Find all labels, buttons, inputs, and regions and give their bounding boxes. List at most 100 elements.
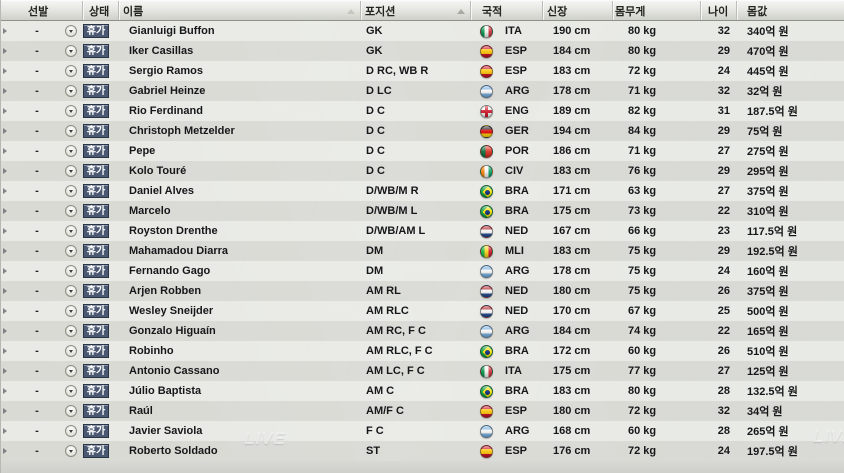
column-header-value[interactable]: 몸값 — [737, 1, 844, 20]
player-name-cell[interactable]: Robinho — [119, 341, 361, 361]
expand-row-button[interactable] — [1, 381, 15, 401]
expand-row-button[interactable] — [1, 201, 15, 221]
table-row[interactable]: - 휴가 Roberto Soldado ST ESP 176 cm 72 kg… — [1, 441, 844, 461]
row-actions-dropdown[interactable] — [59, 401, 83, 421]
player-name-cell[interactable]: Júlio Baptista — [119, 381, 361, 401]
player-name-cell[interactable]: Royston Drenthe — [119, 221, 361, 241]
selection-cell[interactable]: - — [15, 321, 59, 341]
column-header-position[interactable]: 포지션 — [361, 1, 471, 20]
expand-row-button[interactable] — [1, 241, 15, 261]
column-header-status[interactable]: 상태 — [83, 1, 119, 20]
row-actions-dropdown[interactable] — [59, 61, 83, 81]
row-actions-dropdown[interactable] — [59, 441, 83, 461]
player-name-cell[interactable]: Mahamadou Diarra — [119, 241, 361, 261]
selection-cell[interactable]: - — [15, 441, 59, 461]
table-row[interactable]: - 휴가 Gianluigi Buffon GK ITA 190 cm 80 k… — [1, 21, 844, 41]
row-actions-dropdown[interactable] — [59, 141, 83, 161]
row-actions-dropdown[interactable] — [59, 201, 83, 221]
table-row[interactable]: - 휴가 Mahamadou Diarra DM MLI 183 cm 75 k… — [1, 241, 844, 261]
selection-cell[interactable]: - — [15, 201, 59, 221]
table-row[interactable]: - 휴가 Daniel Alves D/WB/M R BRA 171 cm 63… — [1, 181, 844, 201]
expand-row-button[interactable] — [1, 101, 15, 121]
selection-cell[interactable]: - — [15, 241, 59, 261]
player-name-cell[interactable]: Gianluigi Buffon — [119, 21, 361, 41]
player-name-cell[interactable]: Iker Casillas — [119, 41, 361, 61]
row-actions-dropdown[interactable] — [59, 301, 83, 321]
table-row[interactable]: - 휴가 Iker Casillas GK ESP 184 cm 80 kg 2… — [1, 41, 844, 61]
player-name-cell[interactable]: Pepe — [119, 141, 361, 161]
expand-row-button[interactable] — [1, 261, 15, 281]
table-row[interactable]: - 휴가 Sergio Ramos D RC, WB R ESP 183 cm … — [1, 61, 844, 81]
selection-cell[interactable]: - — [15, 121, 59, 141]
expand-row-button[interactable] — [1, 21, 15, 41]
column-header-age[interactable]: 나이 — [701, 1, 737, 20]
selection-cell[interactable]: - — [15, 281, 59, 301]
selection-cell[interactable]: - — [15, 181, 59, 201]
selection-cell[interactable]: - — [15, 381, 59, 401]
selection-cell[interactable]: - — [15, 401, 59, 421]
selection-cell[interactable]: - — [15, 261, 59, 281]
table-row[interactable]: - 휴가 Wesley Sneijder AM RLC NED 170 cm 6… — [1, 301, 844, 321]
expand-row-button[interactable] — [1, 361, 15, 381]
table-row[interactable]: - 휴가 Christoph Metzelder D C GER 194 cm … — [1, 121, 844, 141]
table-row[interactable]: - 휴가 Gonzalo Higuaín AM RC, F C ARG 184 … — [1, 321, 844, 341]
row-actions-dropdown[interactable] — [59, 81, 83, 101]
row-actions-dropdown[interactable] — [59, 321, 83, 341]
selection-cell[interactable]: - — [15, 421, 59, 441]
player-name-cell[interactable]: Kolo Touré — [119, 161, 361, 181]
expand-row-button[interactable] — [1, 121, 15, 141]
selection-cell[interactable]: - — [15, 21, 59, 41]
player-name-cell[interactable]: Javier Saviola — [119, 421, 361, 441]
expand-row-button[interactable] — [1, 41, 15, 61]
table-row[interactable]: - 휴가 Raúl AM/F C ESP 180 cm 72 kg 32 34억… — [1, 401, 844, 421]
table-row[interactable]: - 휴가 Royston Drenthe D/WB/AM L NED 167 c… — [1, 221, 844, 241]
row-actions-dropdown[interactable] — [59, 421, 83, 441]
table-row[interactable]: - 휴가 Kolo Touré D C CIV 183 cm 76 kg 29 … — [1, 161, 844, 181]
selection-cell[interactable]: - — [15, 301, 59, 321]
expand-row-button[interactable] — [1, 141, 15, 161]
expand-row-button[interactable] — [1, 221, 15, 241]
table-row[interactable]: - 휴가 Arjen Robben AM RL NED 180 cm 75 kg… — [1, 281, 844, 301]
selection-cell[interactable]: - — [15, 61, 59, 81]
expand-row-button[interactable] — [1, 341, 15, 361]
row-actions-dropdown[interactable] — [59, 221, 83, 241]
expand-row-button[interactable] — [1, 321, 15, 341]
table-row[interactable]: - 휴가 Júlio Baptista AM C BRA 183 cm 80 k… — [1, 381, 844, 401]
player-name-cell[interactable]: Roberto Soldado — [119, 441, 361, 461]
table-row[interactable]: - 휴가 Rio Ferdinand D C ENG 189 cm 82 kg … — [1, 101, 844, 121]
table-row[interactable]: - 휴가 Javier Saviola F C ARG 168 cm 60 kg… — [1, 421, 844, 441]
column-header-name[interactable]: 이름 — [119, 1, 361, 20]
row-actions-dropdown[interactable] — [59, 161, 83, 181]
selection-cell[interactable]: - — [15, 361, 59, 381]
expand-row-button[interactable] — [1, 61, 15, 81]
expand-row-button[interactable] — [1, 181, 15, 201]
row-actions-dropdown[interactable] — [59, 21, 83, 41]
player-name-cell[interactable]: Wesley Sneijder — [119, 301, 361, 321]
selection-cell[interactable]: - — [15, 221, 59, 241]
table-row[interactable]: - 휴가 Antonio Cassano AM LC, F C ITA 175 … — [1, 361, 844, 381]
column-header-nationality[interactable]: 국적 — [471, 1, 543, 20]
player-name-cell[interactable]: Christoph Metzelder — [119, 121, 361, 141]
expand-row-button[interactable] — [1, 161, 15, 181]
row-actions-dropdown[interactable] — [59, 261, 83, 281]
row-actions-dropdown[interactable] — [59, 181, 83, 201]
column-header-weight[interactable]: 몸무게 — [613, 1, 701, 20]
selection-cell[interactable]: - — [15, 41, 59, 61]
selection-cell[interactable]: - — [15, 141, 59, 161]
player-name-cell[interactable]: Fernando Gago — [119, 261, 361, 281]
player-name-cell[interactable]: Raúl — [119, 401, 361, 421]
selection-cell[interactable]: - — [15, 341, 59, 361]
selection-cell[interactable]: - — [15, 101, 59, 121]
column-header-selection[interactable]: 선발 — [1, 1, 83, 20]
player-name-cell[interactable]: Arjen Robben — [119, 281, 361, 301]
row-actions-dropdown[interactable] — [59, 121, 83, 141]
row-actions-dropdown[interactable] — [59, 341, 83, 361]
selection-cell[interactable]: - — [15, 81, 59, 101]
selection-cell[interactable]: - — [15, 161, 59, 181]
expand-row-button[interactable] — [1, 81, 15, 101]
row-actions-dropdown[interactable] — [59, 241, 83, 261]
player-name-cell[interactable]: Marcelo — [119, 201, 361, 221]
column-header-height[interactable]: 신장 — [543, 1, 613, 20]
row-actions-dropdown[interactable] — [59, 41, 83, 61]
player-name-cell[interactable]: Sergio Ramos — [119, 61, 361, 81]
